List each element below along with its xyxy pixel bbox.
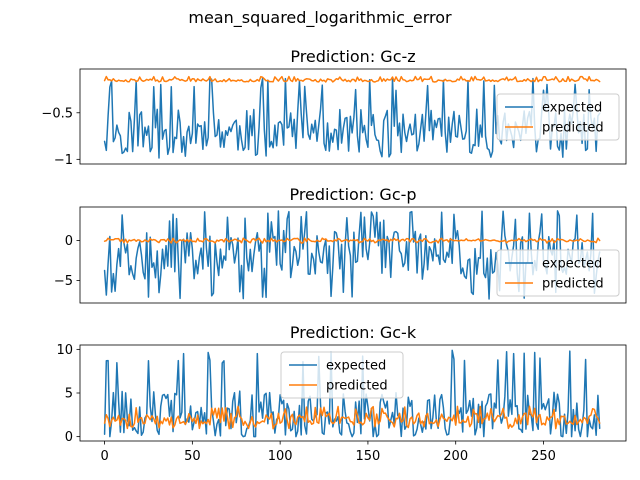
series-line-predicted bbox=[103, 75, 601, 83]
y-tick-label: −1 bbox=[54, 153, 73, 168]
series-line-predicted bbox=[103, 237, 601, 244]
legend-label-expected: expected bbox=[542, 257, 602, 272]
legend-label-predicted: predicted bbox=[542, 121, 604, 136]
y-tick-label: −5 bbox=[54, 274, 73, 289]
y-tick-label: −0.5 bbox=[41, 106, 73, 121]
x-tick-label: 250 bbox=[531, 449, 556, 464]
subplot-title: Prediction: Gc-k bbox=[290, 323, 417, 342]
subplot-title: Prediction: Gc-p bbox=[289, 185, 416, 204]
axes-frame bbox=[79, 68, 627, 165]
x-tick-label: 0 bbox=[100, 449, 108, 464]
legend-label-predicted: predicted bbox=[326, 379, 388, 394]
series-group bbox=[103, 349, 601, 438]
legend: expected predicted bbox=[496, 249, 620, 297]
x-tick-label: 200 bbox=[443, 449, 468, 464]
x-tick-label: 50 bbox=[184, 449, 201, 464]
series-line-predicted bbox=[103, 405, 601, 430]
legend-label-expected: expected bbox=[542, 101, 602, 116]
subplot-title: Prediction: Gc-z bbox=[290, 47, 415, 66]
x-tick-label: 100 bbox=[268, 449, 293, 464]
y-tick-label: 0 bbox=[65, 430, 73, 445]
legend-label-predicted: predicted bbox=[542, 277, 604, 292]
legend-box bbox=[496, 249, 620, 297]
axes-frame bbox=[79, 206, 627, 304]
x-tick-label: 150 bbox=[356, 449, 381, 464]
y-tick-label: 10 bbox=[56, 343, 73, 358]
figure-title: mean_squared_logarithmic_error bbox=[188, 8, 452, 28]
subplot-2: Prediction: Gc-p −5 0 expected predicted bbox=[54, 185, 627, 304]
y-tick-label: 5 bbox=[65, 387, 73, 402]
y-tick-label: 0 bbox=[65, 234, 73, 249]
legend: expected predicted bbox=[496, 93, 620, 141]
legend: expected predicted bbox=[280, 351, 404, 399]
legend-label-expected: expected bbox=[326, 359, 386, 374]
legend-box bbox=[280, 351, 404, 399]
subplot-1: Prediction: Gc-z −1 −0.5 expected predicted bbox=[41, 47, 627, 168]
subplots: Prediction: Gc-z−1−0.5 expectedpredictedP… bbox=[41, 47, 627, 464]
legend-box bbox=[496, 93, 620, 141]
